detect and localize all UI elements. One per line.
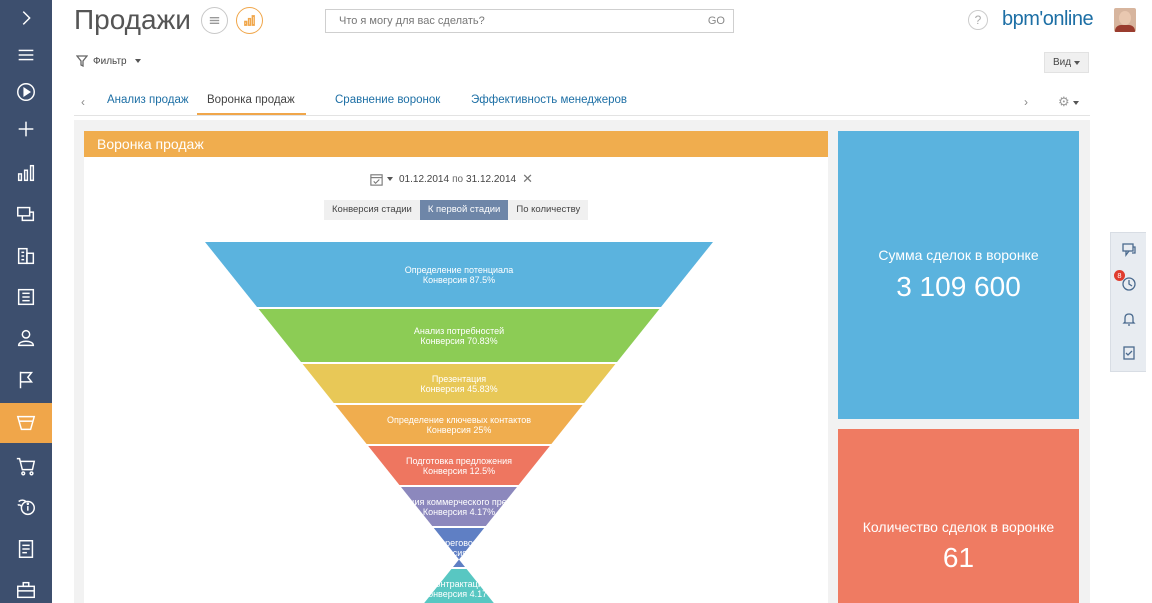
chat-icon[interactable] [1119, 240, 1139, 260]
menu-icon[interactable] [0, 37, 52, 73]
sum-label: Сумма сделок в воронке [878, 247, 1039, 263]
funnel-mode-switch: Конверсия стадии К первой стадии По коли… [324, 200, 589, 220]
funnel-title: Воронка продаж [84, 131, 828, 157]
clock-icon[interactable] [1119, 274, 1139, 294]
funnel-widget: Воронка продаж 01.12.2014 по 31.12.2014 … [84, 131, 828, 603]
stage-conversion: Конверсия 12.5% [422, 465, 496, 476]
funnel-stage[interactable] [258, 309, 660, 362]
stage-name: Контрактация [430, 578, 488, 589]
view-label: Вид [1052, 57, 1072, 68]
chevron-down-icon [134, 59, 141, 63]
list-view-button[interactable] [201, 7, 228, 34]
chevron-down-icon[interactable] [387, 177, 393, 181]
stage-conversion: Конверсия 70.83% [420, 335, 498, 346]
funnel-stage-label: Подготовка предложения Конверсия 12.5% [309, 456, 609, 476]
period-selector[interactable]: 01.12.2014 по 31.12.2014 ✕ [369, 171, 533, 187]
funnel-stage[interactable] [401, 487, 517, 526]
count-label: Количество сделок в воронке [862, 519, 1055, 535]
funnel-nav-icon[interactable] [0, 403, 52, 443]
report-icon[interactable] [0, 531, 52, 567]
accounts-icon[interactable] [0, 238, 52, 274]
funnel-stage[interactable] [420, 569, 498, 603]
command-search[interactable]: GO [325, 9, 734, 33]
notification-badge: 8 [1114, 270, 1125, 281]
tab-funnel-comparison[interactable]: Сравнение воронок [335, 94, 441, 106]
analytics-view-button[interactable] [236, 7, 263, 34]
funnel-stage[interactable] [368, 446, 550, 485]
logo: bpm'online [1002, 8, 1094, 30]
expand-nav-icon[interactable] [0, 0, 52, 36]
cart-icon[interactable] [0, 448, 52, 484]
briefcase-icon[interactable] [0, 572, 52, 603]
analytics-tabs: ‹ Анализ продаж Воронка продаж Сравнение… [74, 88, 1090, 116]
task-icon[interactable] [1119, 343, 1139, 363]
help-icon[interactable]: ? [968, 10, 988, 30]
stage-conversion: Конверсия 87.5% [422, 274, 496, 285]
tabs-prev-icon[interactable]: ‹ [81, 95, 85, 109]
sum-value: 3 109 600 [896, 271, 1021, 302]
filter-icon [76, 55, 88, 67]
search-go-button[interactable]: GO [707, 15, 725, 27]
knowledge-icon[interactable] [0, 489, 52, 525]
stage-conversion: Конверсия 45.83% [420, 383, 498, 394]
chevron-down-icon [1074, 60, 1081, 65]
funnel-stage-label: Контрактация Конверсия 4.17% [309, 579, 609, 599]
bell-icon[interactable] [1119, 309, 1139, 329]
tab-sales-funnel[interactable]: Воронка продаж [197, 94, 306, 115]
stage-name: Анализ потребностей [413, 325, 505, 336]
communication-panel [1110, 232, 1146, 372]
date-from[interactable]: 01.12.2014 [399, 173, 450, 185]
documents-icon[interactable] [0, 279, 52, 315]
contacts-icon[interactable] [0, 320, 52, 356]
avatar[interactable] [1114, 8, 1136, 32]
stage-name: Подготовка предложения [406, 455, 512, 466]
stage-name: Определение ключевых контактов [386, 414, 532, 425]
stage-conversion: Конверсия 4.17% [422, 506, 496, 517]
left-nav [0, 0, 52, 603]
tabs-next-icon[interactable]: › [1024, 95, 1028, 109]
funnel-stage[interactable] [205, 242, 713, 307]
process-icon[interactable] [0, 74, 52, 110]
stage-name: Презентация [431, 373, 487, 384]
funnel-stage-label: Определение ключевых контактов Конверсия … [309, 415, 609, 435]
analytics-icon[interactable] [0, 155, 52, 191]
stage-conversion: Конверсия 25% [426, 424, 492, 435]
mode-by-count[interactable]: По количеству [508, 200, 589, 220]
page-title: Продажи [74, 4, 191, 35]
gear-icon[interactable]: ⚙ [1058, 94, 1079, 110]
count-tile: Количество сделок в воронке 61 [838, 429, 1079, 603]
count-value: 61 [942, 542, 975, 573]
flag-icon[interactable] [0, 362, 52, 398]
funnel-stage-label: Презентация коммерческого предложения Кон… [309, 497, 609, 517]
funnel-stage-label: Определение потенциала Конверсия 87.5% [309, 265, 609, 285]
tab-manager-efficiency[interactable]: Эффективность менеджеров [471, 94, 627, 106]
sum-tile: Сумма сделок в воронке 3 109 600 [838, 131, 1079, 419]
funnel-stage[interactable] [433, 528, 485, 567]
funnel-chart [205, 242, 713, 603]
view-button[interactable]: Вид [1044, 52, 1089, 73]
funnel-stage-label: Презентация Конверсия 45.83% [309, 374, 609, 394]
filter-button[interactable]: Фильтр [76, 55, 141, 67]
search-input[interactable] [326, 10, 696, 32]
feed-icon[interactable] [0, 196, 52, 232]
funnel-stage[interactable] [335, 405, 583, 444]
add-icon[interactable] [0, 111, 52, 147]
stage-name: Презентация коммерческого предложения [369, 496, 549, 507]
date-to[interactable]: 31.12.2014 [466, 173, 517, 185]
stage-name: Переговоры [433, 537, 485, 548]
funnel-stage-label: Анализ потребностей Конверсия 70.83% [309, 326, 609, 346]
stage-conversion: Конверсия 4.17% [422, 588, 496, 599]
date-separator: по [452, 173, 464, 185]
funnel-stage[interactable] [302, 364, 616, 403]
filter-label: Фильтр [93, 55, 127, 67]
mode-to-first-stage[interactable]: К первой стадии [419, 200, 509, 220]
tab-sales-analysis[interactable]: Анализ продаж [107, 94, 189, 106]
stage-name: Определение потенциала [404, 264, 514, 275]
mode-stage-conversion[interactable]: Конверсия стадии [324, 200, 420, 220]
calendar-icon[interactable] [369, 172, 384, 187]
close-icon[interactable]: ✕ [522, 171, 534, 186]
stage-conversion: Конверсия 4.17% [422, 547, 496, 558]
funnel-stage-label: Переговоры Конверсия 4.17% [309, 538, 609, 558]
